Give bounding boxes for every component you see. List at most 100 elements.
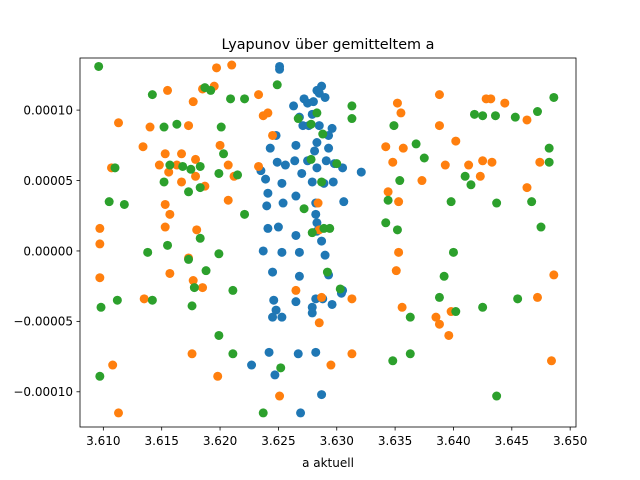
scatter-point	[275, 391, 285, 401]
y-tick-label: 0.00010	[23, 103, 73, 117]
scatter-point	[513, 294, 523, 304]
plot-frame	[79, 57, 577, 428]
scatter-point	[215, 140, 225, 150]
scatter-point	[191, 154, 201, 164]
scatter-point	[490, 111, 500, 121]
scatter-point	[311, 209, 321, 219]
scatter-point	[214, 330, 224, 340]
scatter-point	[227, 60, 237, 70]
scatter-point	[347, 294, 357, 304]
scatter-point	[312, 163, 322, 173]
scatter-point	[312, 218, 322, 228]
scatter-point	[306, 119, 316, 129]
scatter-point	[448, 247, 458, 257]
x-tick-label: 3.620	[203, 434, 237, 448]
scatter-point	[536, 222, 546, 232]
scatter-point	[392, 225, 402, 235]
scatter-point	[522, 183, 532, 193]
scatter-point	[271, 305, 281, 315]
scatter-point	[272, 80, 282, 90]
scatter-point	[108, 360, 118, 370]
scatter-point	[307, 177, 317, 187]
scatter-point	[335, 284, 345, 294]
scatter-point	[195, 183, 205, 193]
scatter-point	[186, 164, 196, 174]
scatter-point	[95, 273, 105, 283]
scatter-point	[214, 249, 224, 259]
scatter-point	[165, 268, 175, 278]
scatter-point	[188, 97, 198, 107]
scatter-point	[273, 222, 283, 232]
scatter-point	[391, 266, 401, 276]
scatter-point	[265, 143, 275, 153]
scatter-point	[206, 85, 216, 95]
scatter-point	[290, 156, 300, 166]
scatter-point	[313, 198, 323, 208]
scatter-point	[240, 209, 250, 219]
scatter-point	[532, 292, 542, 302]
scatter-point	[165, 209, 175, 219]
scatter-point	[439, 271, 449, 281]
scatter-point	[291, 140, 301, 150]
scatter-point	[549, 92, 559, 102]
scatter-point	[478, 156, 488, 166]
scatter-point	[411, 139, 421, 149]
scatter-point	[213, 371, 223, 381]
scatter-point	[317, 177, 327, 187]
scatter-point	[446, 197, 456, 207]
scatter-point	[154, 160, 164, 170]
scatter-point	[261, 174, 271, 184]
scatter-point	[405, 349, 415, 359]
scatter-point	[276, 363, 286, 373]
scatter-point	[275, 64, 285, 74]
scatter-point	[321, 156, 331, 166]
scatter-point	[195, 233, 205, 243]
scatter-point	[395, 176, 405, 186]
scatter-point	[263, 223, 273, 233]
scatter-point	[226, 94, 236, 104]
scatter-point	[104, 197, 114, 207]
scatter-point	[510, 112, 520, 122]
scatter-point	[478, 111, 488, 121]
scatter-point	[297, 168, 307, 178]
scatter-point	[487, 157, 497, 167]
scatter-point	[383, 195, 393, 205]
scatter-point	[160, 199, 170, 209]
y-axis-ticks: −0.00010 −0.00005 0.00000 0.00005 0.00010	[13, 103, 80, 399]
scatter-point	[451, 307, 461, 317]
scatter-point	[294, 247, 304, 257]
scatter-point	[397, 302, 407, 312]
scatter-point	[184, 187, 194, 197]
scatter-point	[240, 94, 250, 104]
scatter-point	[188, 276, 198, 286]
scatter-point	[277, 247, 287, 257]
scatter-point	[310, 146, 320, 156]
scatter-point	[289, 101, 299, 111]
scatter-point	[417, 176, 427, 186]
scatter-point	[492, 391, 502, 401]
scatter-point	[324, 143, 334, 153]
scatter-point	[291, 285, 301, 295]
scatter-point	[434, 121, 444, 131]
scatter-point	[544, 143, 554, 153]
scatter-point	[95, 371, 105, 381]
scatter-points	[94, 60, 559, 418]
scatter-point	[114, 408, 124, 418]
scatter-point	[381, 218, 391, 228]
scatter-point	[247, 360, 257, 370]
scatter-point	[177, 177, 187, 187]
scatter-point	[280, 160, 290, 170]
scatter-point	[159, 177, 169, 187]
scatter-point	[143, 247, 153, 257]
scatter-point	[312, 138, 322, 147]
scatter-point	[165, 160, 175, 170]
scatter-point	[347, 101, 357, 111]
scatter-point	[431, 312, 441, 322]
scatter-point	[299, 204, 309, 214]
scatter-point	[177, 149, 187, 159]
x-tick-label: 3.610	[86, 434, 120, 448]
scatter-point	[434, 90, 444, 100]
chart-title: Lyapunov über gemitteltem a	[222, 37, 435, 53]
scatter-point	[145, 122, 155, 132]
scatter-point	[460, 171, 470, 181]
